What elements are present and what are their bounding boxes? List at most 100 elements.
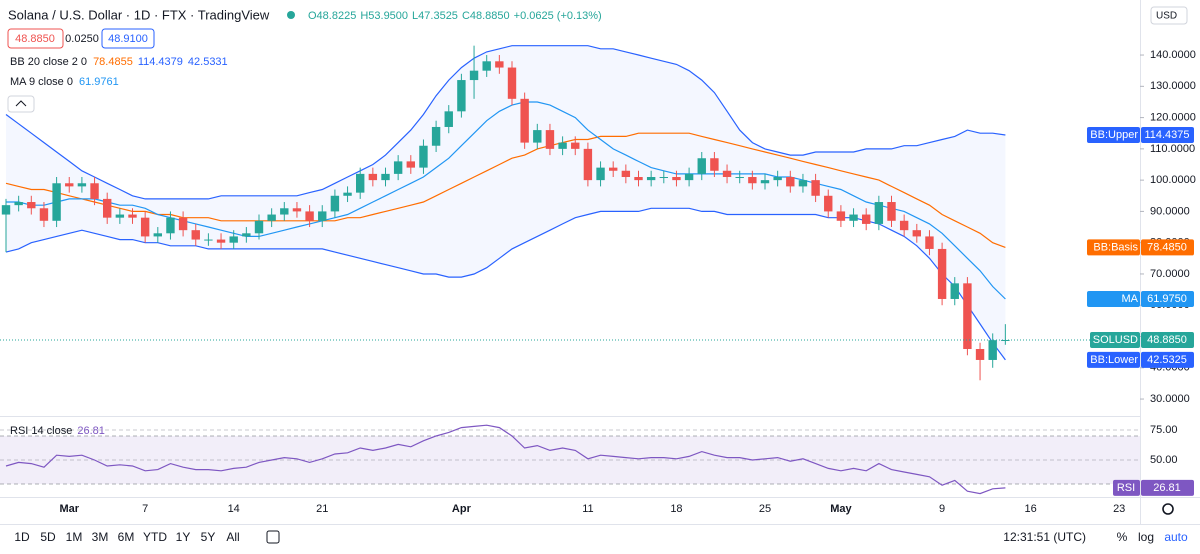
candle-body <box>457 80 466 112</box>
rsi-legend-value: 26.81 <box>77 425 105 437</box>
candle-body <box>684 173 694 181</box>
currency-button[interactable] <box>1150 6 1188 25</box>
axis-tag-value <box>1141 331 1194 348</box>
rsi-line <box>5 424 1006 495</box>
y-tick-label: 100.0000 <box>1150 174 1196 186</box>
candle-body <box>533 130 542 143</box>
candle-body <box>103 198 112 218</box>
candle-body <box>634 177 643 181</box>
axis-tag-value <box>1141 126 1194 143</box>
rsi-tag-value <box>1141 479 1194 496</box>
candle-body <box>912 230 921 237</box>
band-fill <box>6 45 1006 360</box>
candle-body <box>140 217 150 237</box>
candle-body <box>90 183 99 199</box>
bid-box <box>7 28 64 49</box>
candle-body <box>267 214 276 221</box>
ask-box <box>101 28 155 49</box>
axis-tag-value-text: 42.5325 <box>1147 354 1187 366</box>
timeframe-button[interactable]: 5Y <box>201 530 216 544</box>
candle-body <box>444 111 453 127</box>
settings-icon[interactable] <box>1162 503 1174 515</box>
timeframe-button[interactable]: 5D <box>40 530 56 544</box>
timeframe-button[interactable]: All <box>226 530 239 544</box>
indicator-value: 114.4379 <box>138 56 183 68</box>
date-range-icon[interactable] <box>266 530 280 544</box>
indicator-name: MA 9 close 0 <box>10 76 73 88</box>
scale-button[interactable]: log <box>1138 530 1154 544</box>
candle-body <box>571 142 580 149</box>
timeframe-button[interactable]: 1Y <box>176 530 191 544</box>
axis-tag-name-text: MA <box>1122 293 1139 305</box>
candle-body <box>735 177 744 179</box>
candle-body <box>1 205 11 215</box>
ask-price: 48.9100 <box>108 33 148 45</box>
y-tick-label: 90.0000 <box>1150 205 1190 217</box>
candle-body <box>153 233 162 237</box>
scale-button[interactable]: % <box>1117 530 1128 544</box>
timeframe-button[interactable]: 1M <box>66 530 83 544</box>
candle-body <box>596 167 605 181</box>
rsi-tick-label: 75.00 <box>1150 424 1178 436</box>
candle-body <box>115 214 125 218</box>
rsi-tag-name <box>1113 479 1140 496</box>
timeframe-button[interactable]: YTD <box>143 530 167 544</box>
timeframe-button[interactable]: 3M <box>92 530 109 544</box>
candle-body <box>722 170 732 178</box>
candle-body <box>431 126 441 146</box>
ohlc-value: H53.9500 <box>360 10 408 22</box>
timeframe-button[interactable]: 6M <box>118 530 135 544</box>
candle-body <box>242 233 251 237</box>
ohlc-value: L47.3525 <box>412 10 458 22</box>
axis-tag-name <box>1087 126 1140 143</box>
candle-body <box>950 283 959 299</box>
candle-body <box>330 195 340 212</box>
candle-body <box>27 202 36 209</box>
candle-body <box>672 177 681 181</box>
candle-body <box>178 217 188 231</box>
axis-tag-value-text: 61.9750 <box>1147 293 1187 305</box>
timeframe-button[interactable]: 1D <box>14 530 30 544</box>
x-tick-label: Mar <box>59 503 79 515</box>
x-tick-label: 14 <box>228 503 240 515</box>
candle-body <box>811 180 820 196</box>
x-tick-label: 11 <box>582 503 593 515</box>
candle-body <box>495 61 504 68</box>
axis-tag-value <box>1141 291 1194 308</box>
axis-tag-name-text: BB:Upper <box>1090 129 1138 141</box>
overlay-line <box>5 45 1006 200</box>
candle-body <box>419 145 428 168</box>
candle-body <box>786 177 795 187</box>
axis-tag-name <box>1087 351 1140 368</box>
candle-body <box>975 349 985 360</box>
candle-body <box>65 183 74 187</box>
candle-body <box>963 283 972 350</box>
candle-body <box>697 158 706 174</box>
rsi-tick-label: 50.00 <box>1150 454 1178 466</box>
candle-body <box>545 130 555 149</box>
candle-body <box>760 180 770 184</box>
candle-body <box>849 214 858 221</box>
candle-body <box>507 67 517 99</box>
indicator-name: BB 20 close 2 0 <box>10 56 87 68</box>
candle-body <box>52 183 61 221</box>
y-tick-label: 30.0000 <box>1150 393 1190 405</box>
ohlc-value: O48.8225 <box>308 10 356 22</box>
candle-body <box>292 208 302 212</box>
collapse-button[interactable] <box>7 95 35 113</box>
ohlc-value: +0.0625 (+0.13%) <box>514 10 602 22</box>
candle-body <box>710 158 719 171</box>
axis-tag-name <box>1087 291 1140 308</box>
scale-button[interactable]: auto <box>1164 530 1188 544</box>
x-tick-label: 16 <box>1025 503 1037 515</box>
axis-tag-value <box>1141 239 1194 256</box>
axis-tag-value <box>1141 351 1194 368</box>
axis-tag-name-text: BB:Lower <box>1090 354 1138 366</box>
candle-body <box>128 214 137 218</box>
y-tick-label: 140.0000 <box>1150 49 1196 61</box>
market-status-dot <box>287 11 295 19</box>
candle-body <box>254 220 264 234</box>
x-tick-label: May <box>830 503 852 515</box>
candle-body <box>204 239 213 241</box>
